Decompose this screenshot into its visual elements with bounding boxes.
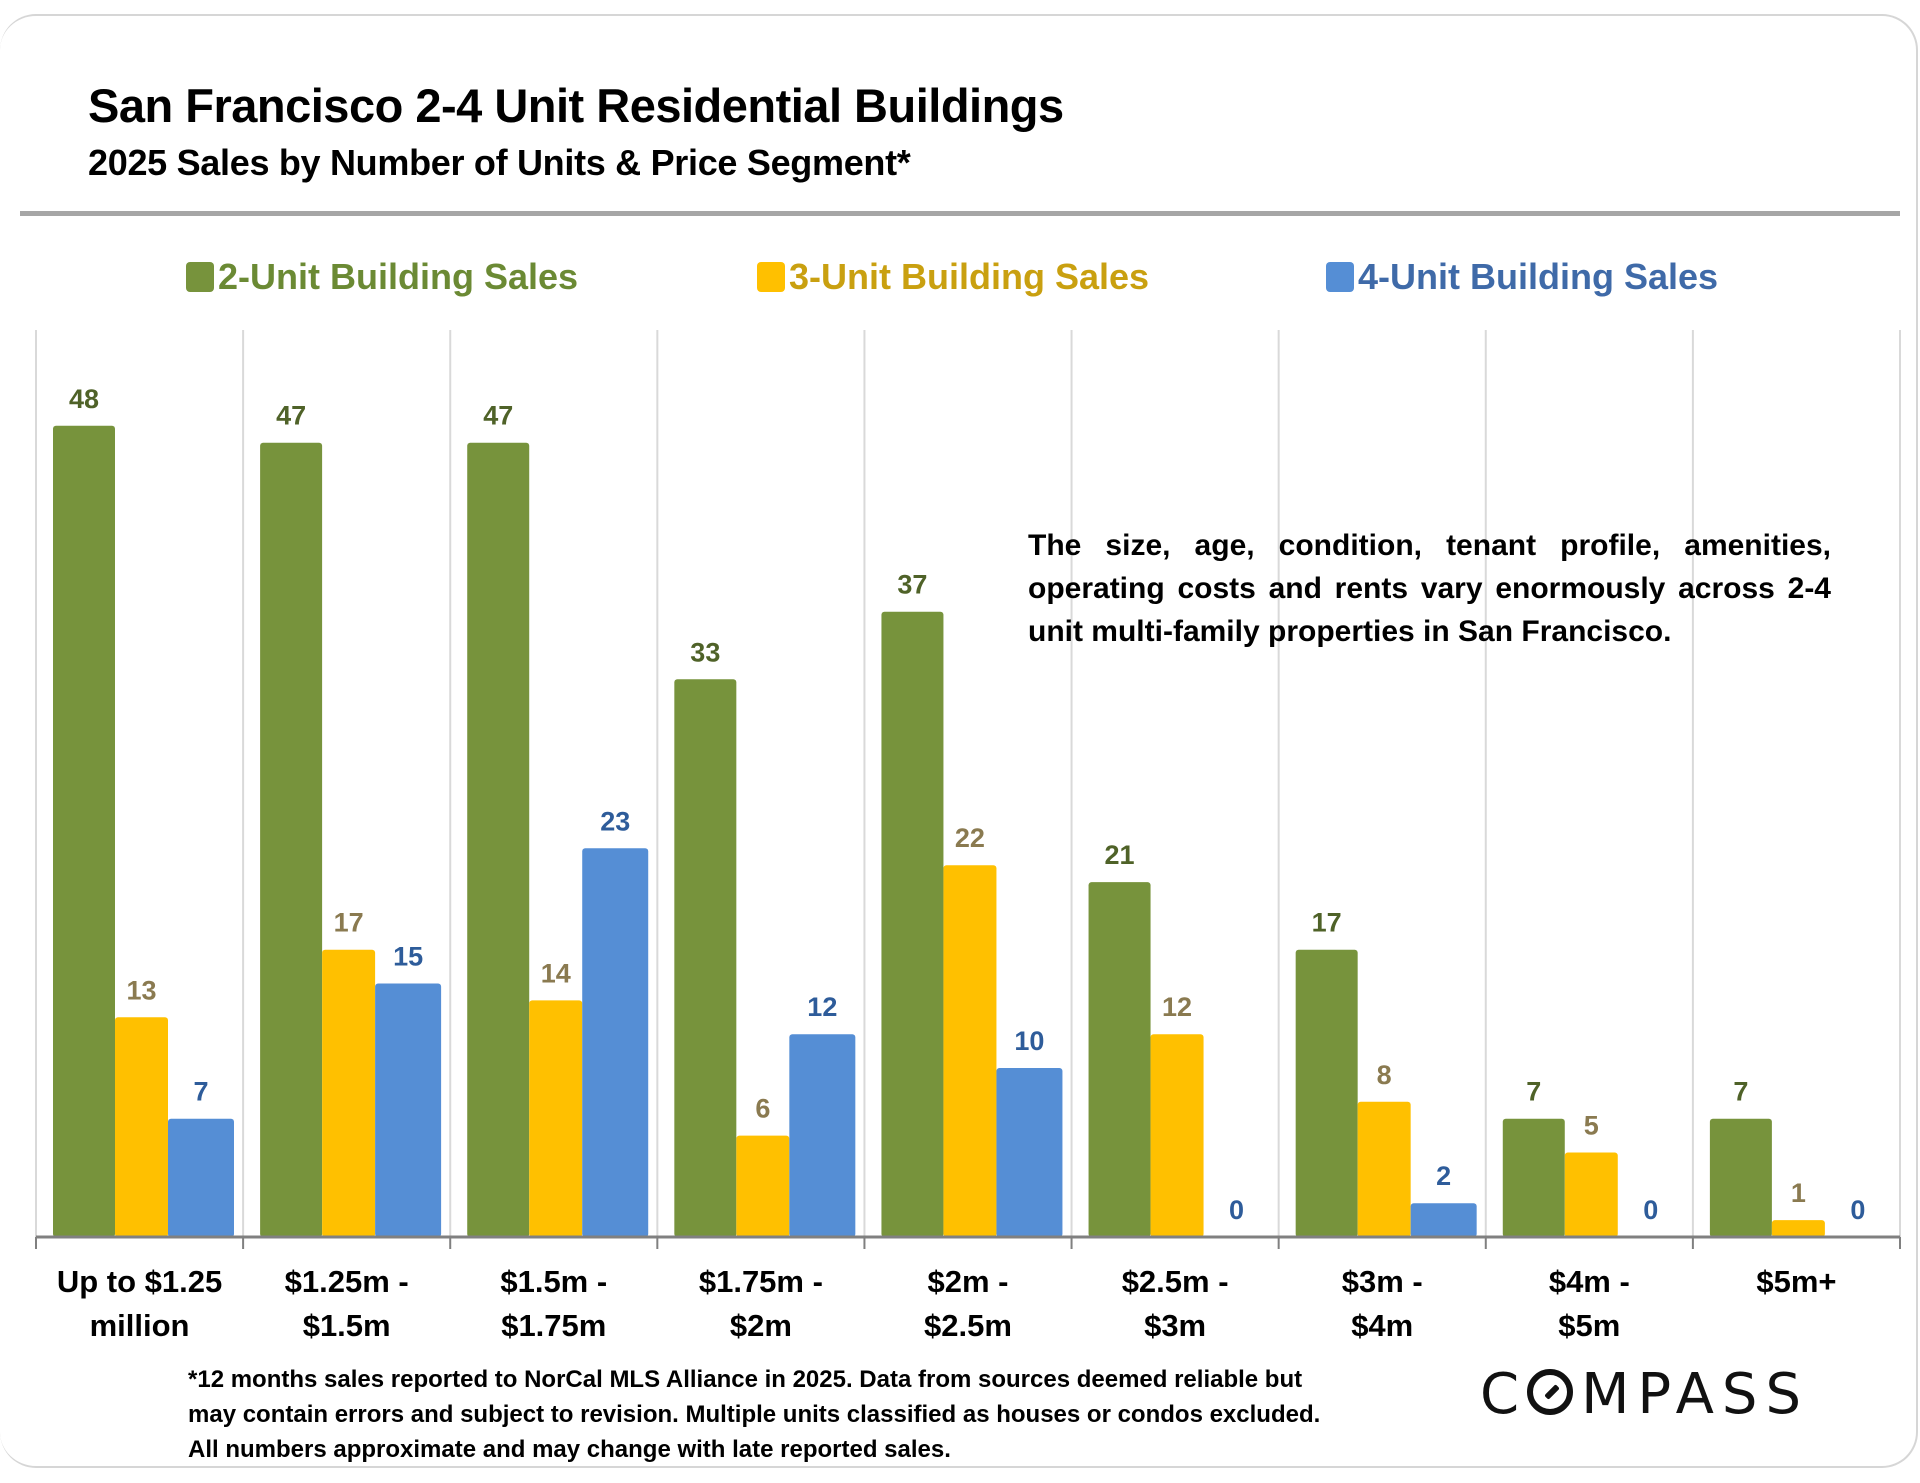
x-tick-label: $2.5m - (1122, 1264, 1229, 1299)
footnote-line: All numbers approximate and may change w… (188, 1436, 951, 1463)
bar-4-unit (1410, 1203, 1477, 1237)
data-label: 15 (393, 942, 423, 972)
bar-4-unit (375, 983, 442, 1237)
data-label: 17 (1312, 908, 1342, 938)
bar-4-unit (789, 1034, 856, 1237)
x-tick-label: $3m (1144, 1308, 1206, 1343)
data-label: 48 (69, 384, 99, 414)
bar-3-unit (529, 1000, 583, 1237)
data-label: 12 (1162, 992, 1192, 1022)
bar-2-unit (881, 611, 944, 1237)
bar-3-unit (1150, 1034, 1204, 1237)
bar-2-unit (1295, 949, 1358, 1237)
data-label: 21 (1105, 840, 1135, 870)
legend-item-4-unit: 4-Unit Building Sales (1326, 256, 1718, 298)
bar-2-unit (1088, 882, 1151, 1237)
data-label: 33 (690, 637, 720, 667)
x-tick-label: Up to $1.25 (57, 1264, 222, 1299)
compass-logo: C MPASS (1480, 1362, 1809, 1427)
legend-label-4-unit: 4-Unit Building Sales (1358, 256, 1719, 297)
data-label: 2 (1436, 1161, 1451, 1191)
legend-swatch-4-unit (1326, 262, 1354, 292)
legend-item-2-unit: 2-Unit Building Sales (186, 256, 578, 298)
x-tick-label: $4m (1351, 1308, 1413, 1343)
legend-swatch-3-unit (757, 262, 785, 292)
bar-3-unit (943, 865, 997, 1237)
data-label: 0 (1229, 1195, 1244, 1225)
bar-4-unit (996, 1068, 1063, 1237)
x-tick-label: $1.5m (303, 1308, 391, 1343)
data-label: 5 (1584, 1111, 1599, 1141)
data-label: 22 (955, 823, 985, 853)
x-tick-label: $2m - (928, 1264, 1009, 1299)
data-label: 0 (1850, 1195, 1865, 1225)
x-tick-label: $4m - (1549, 1264, 1630, 1299)
x-tick-label: $5m+ (1756, 1264, 1836, 1299)
data-label: 47 (483, 401, 513, 431)
bar-3-unit (115, 1017, 168, 1237)
data-label: 23 (600, 806, 630, 836)
bar-2-unit (260, 442, 323, 1237)
legend: 2-Unit Building Sales 3-Unit Building Sa… (0, 256, 1920, 306)
bar-2-unit (53, 425, 115, 1237)
x-tick-label: $1.75m (501, 1308, 606, 1343)
data-label: 7 (193, 1077, 208, 1107)
footnote-line: *12 months sales reported to NorCal MLS … (188, 1366, 1303, 1393)
footnote: *12 months sales reported to NorCal MLS … (188, 1362, 1418, 1467)
bar-4-unit (582, 848, 649, 1237)
data-label: 1 (1791, 1178, 1806, 1208)
bar-2-unit (1502, 1118, 1565, 1237)
legend-item-3-unit: 3-Unit Building Sales (757, 256, 1149, 298)
data-label: 8 (1377, 1060, 1392, 1090)
data-label: 17 (334, 908, 364, 938)
data-label: 10 (1014, 1026, 1044, 1056)
bar-2-unit (1709, 1118, 1772, 1237)
data-label: 7 (1733, 1077, 1748, 1107)
legend-label-3-unit: 3-Unit Building Sales (789, 256, 1150, 297)
bar-3-unit (322, 949, 376, 1237)
chart-title: San Francisco 2-4 Unit Residential Build… (88, 79, 1064, 132)
legend-label-2-unit: 2-Unit Building Sales (218, 256, 579, 297)
bar-3-unit (1564, 1152, 1618, 1237)
data-label: 47 (276, 401, 306, 431)
footnote-line: may contain errors and subject to revisi… (188, 1401, 1321, 1428)
x-tick-label: $1.25m - (285, 1264, 409, 1299)
data-label: 14 (541, 958, 571, 988)
legend-swatch-2-unit (186, 262, 214, 292)
bar-4-unit (168, 1118, 234, 1237)
compass-o-icon (1527, 1369, 1574, 1415)
x-tick-label: $2m (730, 1308, 792, 1343)
logo-text-start: C (1480, 1362, 1528, 1427)
bar-3-unit (1771, 1220, 1825, 1237)
data-label: 6 (755, 1094, 770, 1124)
bar-3-unit (736, 1135, 790, 1237)
chart-subtitle: 2025 Sales by Number of Units & Price Se… (88, 142, 911, 183)
data-label: 0 (1643, 1195, 1658, 1225)
bar-3-unit (1357, 1101, 1411, 1237)
data-label: 7 (1526, 1077, 1541, 1107)
x-tick-label: $2.5m (924, 1308, 1012, 1343)
data-label: 13 (126, 975, 156, 1005)
logo-text-end: MPASS (1581, 1362, 1810, 1427)
bar-2-unit (467, 442, 530, 1237)
x-tick-label: $5m (1558, 1308, 1620, 1343)
chart-annotation: The size, age, condition, tenant profile… (1028, 529, 1831, 648)
bar-2-unit (674, 679, 737, 1237)
x-tick-label: $1.5m - (500, 1264, 607, 1299)
data-label: 12 (807, 992, 837, 1022)
x-tick-label: $3m - (1342, 1264, 1423, 1299)
header-divider (20, 211, 1900, 216)
x-tick-label: million (90, 1308, 190, 1343)
x-tick-label: $1.75m - (699, 1264, 823, 1299)
data-label: 37 (897, 570, 927, 600)
